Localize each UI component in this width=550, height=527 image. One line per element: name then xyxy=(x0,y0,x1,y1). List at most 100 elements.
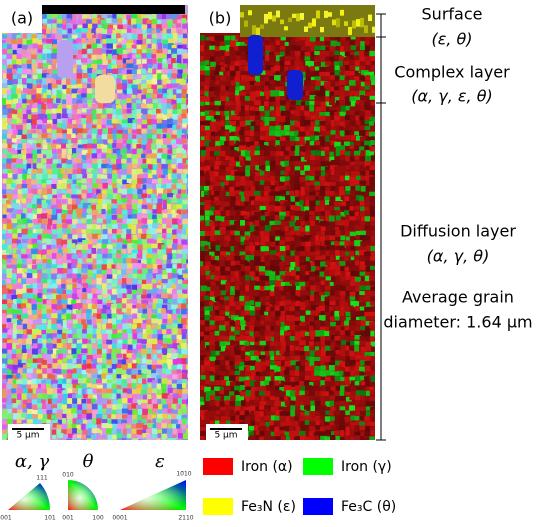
grain xyxy=(42,118,49,123)
grain xyxy=(7,303,14,309)
grain xyxy=(151,259,158,264)
grain xyxy=(182,118,188,125)
phase-grain xyxy=(214,210,221,216)
grain xyxy=(46,263,53,269)
grain xyxy=(127,248,134,254)
grain xyxy=(72,388,77,395)
phase-grain xyxy=(205,220,212,227)
phase-grain xyxy=(274,176,281,181)
grain xyxy=(172,169,178,176)
phase-grain xyxy=(304,80,311,87)
grain xyxy=(72,364,79,370)
grain xyxy=(91,224,97,231)
grain xyxy=(122,144,127,150)
grain xyxy=(22,344,27,352)
grain xyxy=(96,393,104,400)
grain xyxy=(132,103,137,110)
grain xyxy=(37,419,44,427)
grain xyxy=(161,399,166,405)
phase-grain xyxy=(310,41,316,47)
grain xyxy=(42,244,47,250)
phase-grain xyxy=(279,261,284,267)
phase-grain xyxy=(349,200,358,205)
grain xyxy=(92,354,99,360)
phase-grain xyxy=(275,236,281,244)
grain xyxy=(2,78,9,83)
phase-grain xyxy=(365,136,372,144)
grain xyxy=(187,248,188,256)
grain xyxy=(112,343,117,349)
phase-grain xyxy=(259,201,264,208)
phase-grain xyxy=(270,175,277,183)
grain xyxy=(72,13,77,20)
grain xyxy=(106,189,115,196)
grain xyxy=(52,289,57,295)
phase-grain xyxy=(325,61,332,66)
grain xyxy=(166,133,171,140)
phase-grain xyxy=(279,176,286,183)
grain xyxy=(132,189,138,196)
grain xyxy=(6,279,12,284)
grain xyxy=(162,298,171,304)
grain xyxy=(41,34,49,41)
grain xyxy=(37,179,45,186)
grain xyxy=(111,353,118,360)
grain xyxy=(182,354,188,361)
grain xyxy=(76,119,84,126)
phase-grain xyxy=(294,216,299,223)
grain xyxy=(31,399,38,405)
phase-grain xyxy=(315,191,321,199)
phase-grain xyxy=(299,110,306,116)
grain xyxy=(127,409,135,416)
grain xyxy=(127,193,134,200)
phase-grain xyxy=(369,40,375,48)
grain xyxy=(187,13,188,21)
phase-grain xyxy=(290,276,296,282)
phase-grain xyxy=(295,220,300,227)
phase-grain xyxy=(354,171,361,179)
grain xyxy=(47,174,53,179)
grain xyxy=(81,268,89,273)
grain xyxy=(141,414,148,420)
grain xyxy=(156,24,163,31)
grain xyxy=(67,179,72,186)
grain xyxy=(16,249,22,256)
grain xyxy=(156,128,163,135)
grain xyxy=(42,254,48,262)
grain xyxy=(171,184,177,192)
grain xyxy=(62,99,68,105)
grain xyxy=(172,94,178,101)
grain xyxy=(147,63,152,71)
grain xyxy=(12,333,19,339)
grain xyxy=(141,339,150,344)
grain xyxy=(32,43,38,49)
grain xyxy=(177,318,184,323)
grain xyxy=(171,53,180,61)
grain xyxy=(31,304,37,311)
grain xyxy=(156,368,165,373)
phase-grain xyxy=(209,141,216,148)
grain xyxy=(156,324,164,330)
grain xyxy=(86,208,92,214)
phase-grain xyxy=(314,61,321,67)
phase-grain xyxy=(244,231,253,238)
phase-grain xyxy=(214,270,221,278)
grain xyxy=(46,49,52,55)
grain xyxy=(156,113,164,119)
grain xyxy=(91,348,97,354)
grain xyxy=(127,338,134,345)
grain xyxy=(102,189,110,197)
phase-grain xyxy=(345,205,350,212)
grain xyxy=(176,183,182,189)
grain xyxy=(181,214,188,221)
phase-grain xyxy=(299,215,304,221)
grain xyxy=(57,148,62,154)
grain xyxy=(117,398,123,404)
phase-grain xyxy=(369,45,375,53)
phase-grain xyxy=(210,181,218,188)
grain xyxy=(162,408,169,416)
grain xyxy=(121,369,129,375)
phase-grain xyxy=(370,161,375,167)
grain xyxy=(156,413,163,420)
phase-grain xyxy=(234,205,241,210)
